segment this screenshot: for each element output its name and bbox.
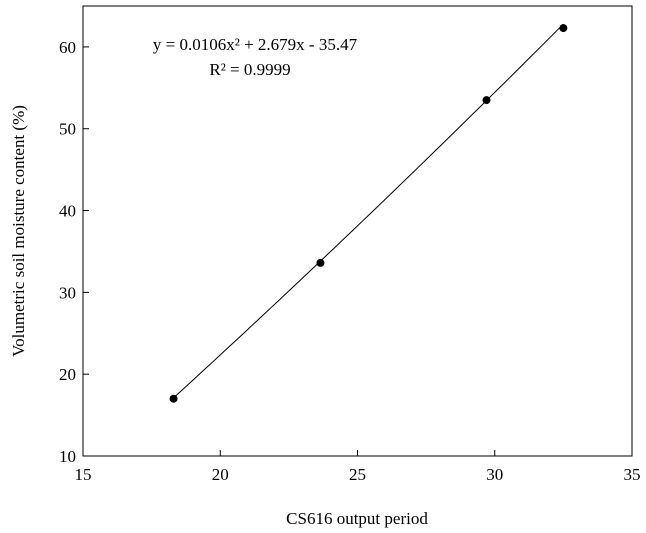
x-axis: 15 20 25 30 35 xyxy=(75,450,641,484)
x-tick-label: 15 xyxy=(75,465,92,484)
x-tick-label: 20 xyxy=(212,465,229,484)
y-tick-label: 50 xyxy=(59,120,76,139)
plot-area-frame xyxy=(82,5,633,457)
data-point xyxy=(482,96,491,105)
trendline xyxy=(173,23,564,399)
x-tick-label: 35 xyxy=(624,465,641,484)
y-tick-label: 10 xyxy=(59,447,76,466)
x-tick-label: 25 xyxy=(349,465,366,484)
data-point xyxy=(316,258,325,267)
data-point xyxy=(559,24,568,33)
y-tick-label: 20 xyxy=(59,365,76,384)
x-axis-title: CS616 output period xyxy=(286,509,428,528)
trendline-equation: y = 0.0106x² + 2.679x - 35.47 xyxy=(153,35,358,54)
y-tick-label: 30 xyxy=(59,283,76,302)
data-points xyxy=(169,24,568,403)
data-point xyxy=(169,394,178,403)
y-axis: 10 20 30 40 50 60 xyxy=(59,38,89,466)
y-tick-label: 60 xyxy=(59,38,76,57)
x-tick-label: 30 xyxy=(486,465,503,484)
trendline-r-squared: R² = 0.9999 xyxy=(209,60,290,79)
y-tick-label: 40 xyxy=(59,202,76,221)
y-axis-title: Volumetric soil moisture content (%) xyxy=(9,105,28,357)
